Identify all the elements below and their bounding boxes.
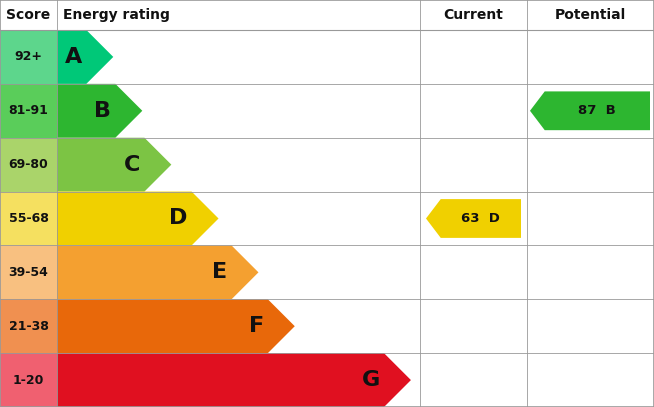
- Text: F: F: [249, 316, 264, 336]
- Bar: [0, 30, 57, 84]
- Bar: [0, 30, 654, 84]
- Text: 1-20: 1-20: [13, 374, 44, 387]
- Text: 63  D: 63 D: [462, 212, 500, 225]
- Bar: [0, 245, 57, 299]
- Polygon shape: [57, 192, 218, 245]
- Text: E: E: [213, 263, 228, 282]
- Polygon shape: [530, 92, 650, 130]
- Bar: [0, 353, 57, 407]
- Bar: [0, 299, 654, 353]
- Polygon shape: [426, 199, 521, 238]
- Text: 55-68: 55-68: [9, 212, 48, 225]
- Text: C: C: [124, 155, 141, 175]
- Text: Energy rating: Energy rating: [63, 8, 170, 22]
- Polygon shape: [57, 353, 411, 407]
- Text: A: A: [65, 47, 82, 67]
- Text: Potential: Potential: [555, 8, 626, 22]
- Polygon shape: [57, 84, 143, 138]
- Text: 69-80: 69-80: [9, 158, 48, 171]
- Bar: [0, 192, 654, 245]
- Polygon shape: [57, 299, 295, 353]
- Text: G: G: [362, 370, 380, 390]
- Bar: [0, 353, 654, 407]
- Bar: [0, 0, 654, 30]
- Text: 21-38: 21-38: [9, 320, 48, 333]
- Bar: [0, 84, 57, 138]
- Bar: [0, 192, 57, 245]
- Text: Current: Current: [443, 8, 504, 22]
- Polygon shape: [57, 138, 171, 192]
- Bar: [0, 84, 654, 138]
- Polygon shape: [57, 30, 113, 84]
- Text: D: D: [169, 208, 188, 228]
- Polygon shape: [57, 245, 258, 299]
- Bar: [0, 299, 57, 353]
- Bar: [0, 245, 654, 299]
- Text: 87  B: 87 B: [579, 104, 616, 117]
- Text: 81-91: 81-91: [9, 104, 48, 117]
- Bar: [0, 138, 654, 192]
- Bar: [0, 138, 57, 192]
- Text: Score: Score: [7, 8, 50, 22]
- Text: B: B: [94, 101, 111, 121]
- Text: 39-54: 39-54: [9, 266, 48, 279]
- Text: 92+: 92+: [14, 50, 43, 63]
